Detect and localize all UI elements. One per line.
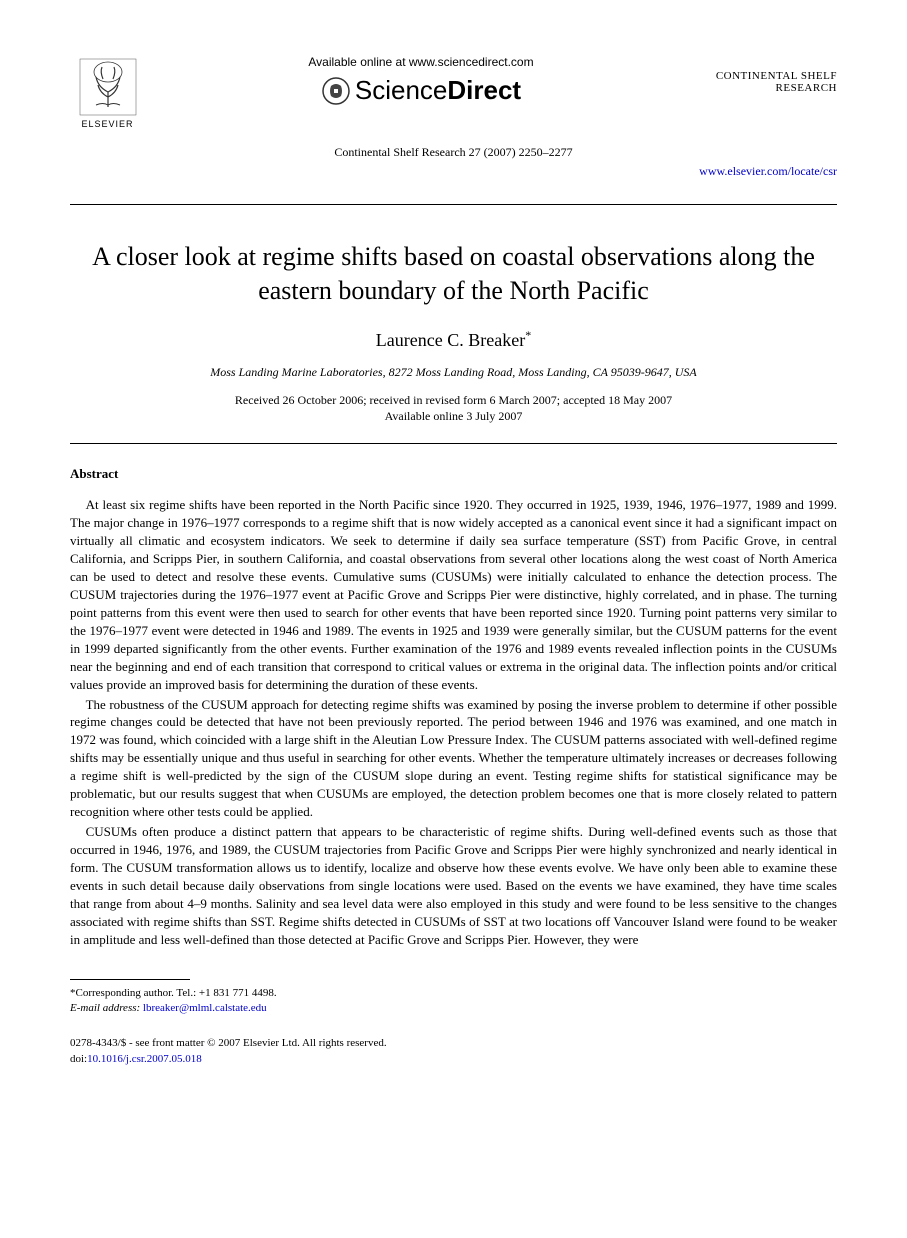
- author-marker: *: [525, 328, 531, 342]
- mid-divider: [70, 443, 837, 444]
- sd-science: Science: [355, 75, 448, 105]
- sciencedirect-icon: [321, 76, 351, 106]
- elsevier-label: ELSEVIER: [81, 119, 133, 129]
- citation-line: Continental Shelf Research 27 (2007) 225…: [70, 145, 837, 160]
- available-online-text: Available online at www.sciencedirect.co…: [145, 55, 697, 69]
- email-line: E-mail address: lbreaker@mlml.calstate.e…: [70, 1001, 837, 1016]
- abstract-p1: At least six regime shifts have been rep…: [70, 496, 837, 693]
- elsevier-tree-icon: [78, 57, 138, 117]
- header-row: ELSEVIER Available online at www.science…: [70, 50, 837, 135]
- doi-line: doi:10.1016/j.csr.2007.05.018: [70, 1052, 837, 1067]
- center-header: Available online at www.sciencedirect.co…: [145, 50, 697, 106]
- email-address[interactable]: lbreaker@mlml.calstate.edu: [143, 1002, 267, 1014]
- footnote-block: *Corresponding author. Tel.: +1 831 771 …: [70, 986, 837, 1017]
- journal-name-line1: CONTINENTAL SHELF: [697, 70, 837, 82]
- abstract-p3: CUSUMs often produce a distinct pattern …: [70, 823, 837, 949]
- email-label: E-mail address:: [70, 1002, 140, 1014]
- journal-url-link[interactable]: www.elsevier.com/locate/csr: [70, 164, 837, 179]
- affiliation: Moss Landing Marine Laboratories, 8272 M…: [70, 365, 837, 380]
- top-divider: [70, 204, 837, 205]
- article-title: A closer look at regime shifts based on …: [90, 240, 817, 308]
- footnote-divider: [70, 979, 190, 980]
- abstract-p2: The robustness of the CUSUM approach for…: [70, 696, 837, 822]
- issn-copyright: 0278-4343/$ - see front matter © 2007 El…: [70, 1036, 837, 1051]
- doi-link[interactable]: 10.1016/j.csr.2007.05.018: [87, 1053, 202, 1065]
- abstract-heading: Abstract: [70, 466, 837, 482]
- corresponding-author: *Corresponding author. Tel.: +1 831 771 …: [70, 986, 837, 1001]
- author-text: Laurence C. Breaker: [376, 330, 525, 350]
- author-name: Laurence C. Breaker*: [70, 328, 837, 351]
- article-dates: Received 26 October 2006; received in re…: [70, 392, 837, 426]
- journal-name-line2: RESEARCH: [697, 82, 837, 94]
- sd-direct: Direct: [447, 75, 521, 105]
- elsevier-logo: ELSEVIER: [70, 50, 145, 135]
- doi-prefix: doi:: [70, 1053, 87, 1065]
- journal-name: CONTINENTAL SHELF RESEARCH: [697, 50, 837, 94]
- sciencedirect-logo: ScienceDirect: [145, 75, 697, 106]
- sciencedirect-text: ScienceDirect: [355, 75, 521, 106]
- dates-line1: Received 26 October 2006; received in re…: [70, 392, 837, 409]
- bottom-info: 0278-4343/$ - see front matter © 2007 El…: [70, 1036, 837, 1067]
- dates-line2: Available online 3 July 2007: [70, 408, 837, 425]
